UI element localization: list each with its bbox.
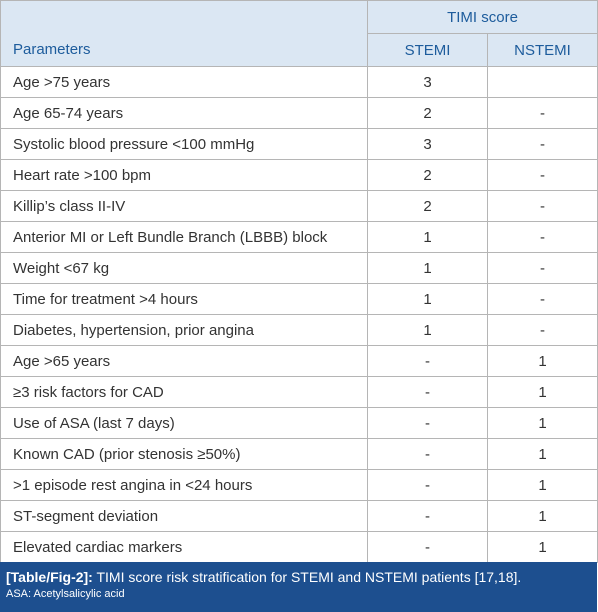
score-cell: 3 [367, 128, 488, 160]
data-row: Killip’s class II-IV 2- [0, 190, 598, 222]
score-cell [487, 66, 598, 98]
data-row: ST-segment deviation -1 [0, 500, 598, 532]
data-row: Age >75 years 3 [0, 66, 598, 98]
table-body: TIMI score Parameters STEMI NSTEMI Age >… [0, 0, 598, 563]
score-cell: - [487, 97, 598, 129]
score-cell: 1 [367, 252, 488, 284]
score-cell: - [487, 314, 598, 346]
parameter-cell: Killip’s class II-IV [0, 190, 368, 222]
score-cell: 2 [367, 190, 488, 222]
score-cell: - [487, 221, 598, 253]
score-cell: - [367, 531, 488, 563]
score-cell: 1 [367, 221, 488, 253]
data-row: >1 episode rest angina in <24 hours -1 [0, 469, 598, 501]
parameter-cell: Weight <67 kg [0, 252, 368, 284]
score-cell: - [487, 128, 598, 160]
score-cell: - [367, 376, 488, 408]
parameter-cell: Elevated cardiac markers [0, 531, 368, 563]
score-cell: - [367, 500, 488, 532]
caption-line: [Table/Fig-2]: TIMI score risk stratific… [6, 569, 591, 585]
parameter-cell: Time for treatment >4 hours [0, 283, 368, 315]
score-cell: - [367, 438, 488, 470]
score-cell: 1 [487, 469, 598, 501]
parameter-cell: Use of ASA (last 7 days) [0, 407, 368, 439]
caption-text: TIMI score risk stratification for STEMI… [92, 569, 522, 585]
score-cell: - [367, 345, 488, 377]
group-header: TIMI score [367, 0, 598, 34]
data-row: Age 65-74 years 2- [0, 97, 598, 129]
score-cell: 1 [367, 314, 488, 346]
parameter-cell: Diabetes, hypertension, prior angina [0, 314, 368, 346]
score-cell: 1 [487, 438, 598, 470]
score-cell: - [487, 252, 598, 284]
data-row: Diabetes, hypertension, prior angina 1- [0, 314, 598, 346]
column-header: STEMI [367, 33, 488, 67]
data-row: Systolic blood pressure <100 mmHg 3- [0, 128, 598, 160]
score-cell: 2 [367, 97, 488, 129]
caption-note: ASA: Acetylsalicylic acid [6, 588, 125, 600]
parameter-cell: ≥3 risk factors for CAD [0, 376, 368, 408]
score-cell: 3 [367, 66, 488, 98]
parameter-cell: Heart rate >100 bpm [0, 159, 368, 191]
parameter-cell: Systolic blood pressure <100 mmHg [0, 128, 368, 160]
parameter-cell: Age >65 years [0, 345, 368, 377]
data-row: Weight <67 kg 1- [0, 252, 598, 284]
score-cell: - [367, 469, 488, 501]
data-row: Elevated cardiac markers -1 [0, 531, 598, 563]
parameter-cell: >1 episode rest angina in <24 hours [0, 469, 368, 501]
score-cell: 1 [487, 500, 598, 532]
data-row: Heart rate >100 bpm 2- [0, 159, 598, 191]
score-cell: 1 [487, 376, 598, 408]
score-cell: 1 [367, 283, 488, 315]
parameter-cell: Age >75 years [0, 66, 368, 98]
parameter-cell: Anterior MI or Left Bundle Branch (LBBB)… [0, 221, 368, 253]
parameter-cell: Known CAD (prior stenosis ≥50%) [0, 438, 368, 470]
score-cell: 1 [487, 531, 598, 563]
score-cell: 2 [367, 159, 488, 191]
header-row: TIMI score [0, 0, 598, 34]
data-row: Age >65 years -1 [0, 345, 598, 377]
score-cell: 1 [487, 345, 598, 377]
score-cell: - [367, 407, 488, 439]
column-header: NSTEMI [487, 33, 598, 67]
header-row: Parameters STEMI NSTEMI [0, 33, 598, 67]
caption-label: [Table/Fig-2]: [6, 569, 93, 585]
header-cell [0, 0, 368, 34]
data-row: ≥3 risk factors for CAD -1 [0, 376, 598, 408]
data-row: Use of ASA (last 7 days) -1 [0, 407, 598, 439]
data-row: Anterior MI or Left Bundle Branch (LBBB)… [0, 221, 598, 253]
data-row: Known CAD (prior stenosis ≥50%) -1 [0, 438, 598, 470]
data-row: Time for treatment >4 hours 1- [0, 283, 598, 315]
score-cell: - [487, 283, 598, 315]
parameter-cell: Age 65-74 years [0, 97, 368, 129]
score-cell: - [487, 190, 598, 222]
score-cell: - [487, 159, 598, 191]
timi-table: TIMI score Parameters STEMI NSTEMI Age >… [0, 0, 598, 563]
score-cell: 1 [487, 407, 598, 439]
parameter-cell: ST-segment deviation [0, 500, 368, 532]
caption: [Table/Fig-2]: TIMI score risk stratific… [0, 562, 597, 612]
column-header: Parameters [0, 33, 368, 67]
